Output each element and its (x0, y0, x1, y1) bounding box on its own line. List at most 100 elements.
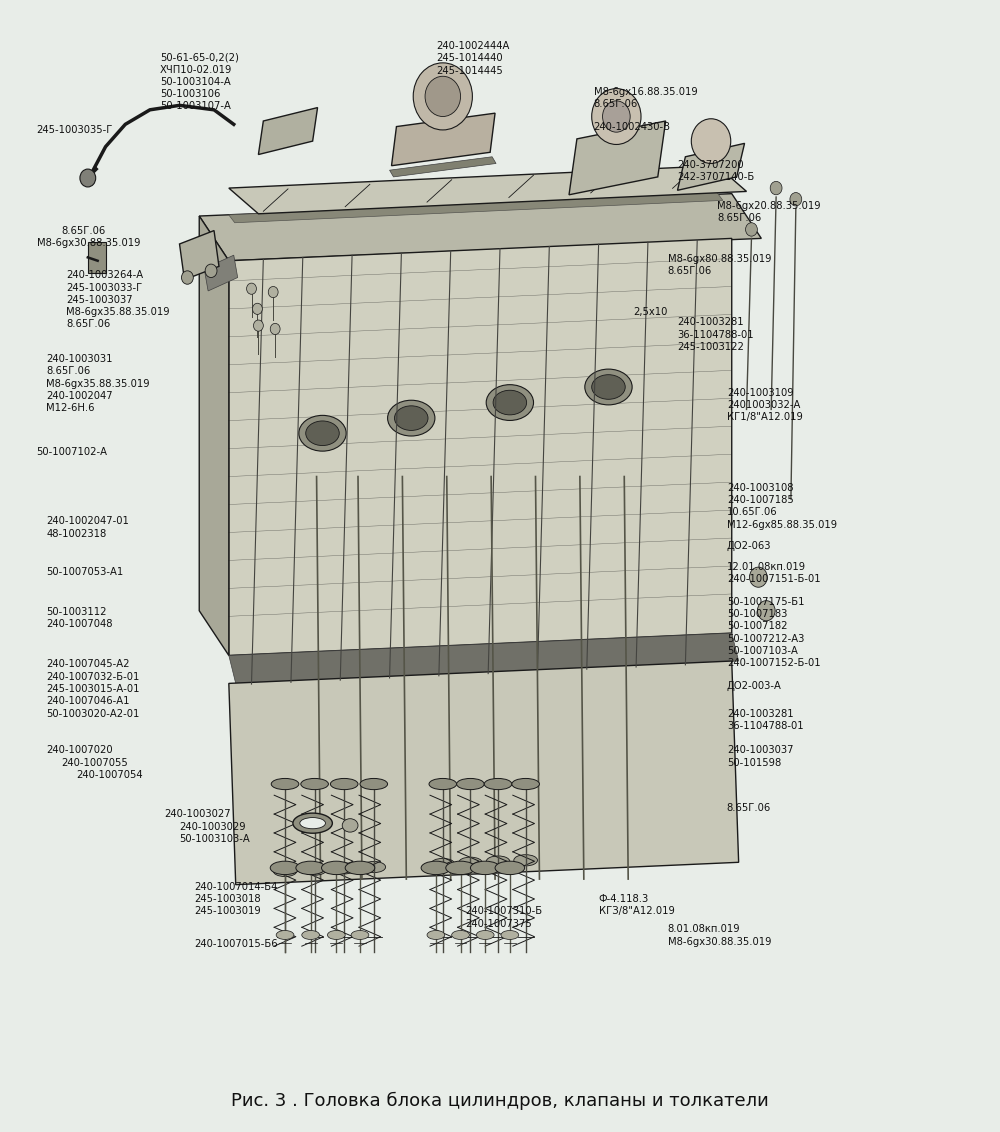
Ellipse shape (427, 931, 445, 940)
Polygon shape (229, 239, 732, 655)
Text: 240-1003031: 240-1003031 (46, 354, 113, 365)
Text: 245-1003015-А-01: 245-1003015-А-01 (46, 684, 140, 694)
Ellipse shape (446, 861, 475, 875)
Ellipse shape (276, 931, 294, 940)
Polygon shape (678, 144, 745, 190)
Text: М8-6gx20.88.35.019: М8-6gx20.88.35.019 (717, 201, 821, 211)
Text: 12.01.08кп.019: 12.01.08кп.019 (727, 563, 806, 572)
Text: 50-1003104-А: 50-1003104-А (160, 77, 231, 87)
Bar (88, 242, 106, 273)
Circle shape (181, 271, 193, 284)
Text: 240-1002430-В: 240-1002430-В (594, 121, 671, 131)
Text: 10.65Г.06: 10.65Г.06 (727, 507, 777, 517)
Ellipse shape (300, 817, 325, 829)
Circle shape (80, 169, 96, 187)
Ellipse shape (431, 858, 455, 869)
Text: 50-1007175-Б1: 50-1007175-Б1 (727, 597, 804, 607)
Text: 36-1104788-01: 36-1104788-01 (727, 721, 803, 731)
Text: 50-1007053-А1: 50-1007053-А1 (46, 567, 124, 576)
Ellipse shape (327, 931, 345, 940)
Ellipse shape (495, 861, 525, 875)
Ellipse shape (271, 779, 299, 790)
Circle shape (413, 63, 472, 130)
Text: 50-1007102-А: 50-1007102-А (37, 447, 108, 457)
Ellipse shape (332, 863, 356, 874)
Text: 50-1003112: 50-1003112 (46, 607, 107, 617)
Ellipse shape (302, 931, 320, 940)
Text: 240-1007032-Б-01: 240-1007032-Б-01 (46, 671, 140, 681)
Text: 240-1007020: 240-1007020 (46, 746, 113, 755)
Polygon shape (392, 113, 495, 165)
Polygon shape (258, 108, 318, 155)
Text: 8.65Г.06: 8.65Г.06 (727, 803, 771, 813)
Ellipse shape (394, 406, 428, 430)
Polygon shape (204, 255, 238, 291)
Ellipse shape (330, 779, 358, 790)
Circle shape (691, 119, 731, 163)
Ellipse shape (592, 375, 625, 400)
Polygon shape (229, 633, 739, 684)
Ellipse shape (470, 861, 500, 875)
Text: 8.65Г.06: 8.65Г.06 (668, 266, 712, 276)
Text: 240-1007152-Б-01: 240-1007152-Б-01 (727, 659, 820, 668)
Text: 240-1007185: 240-1007185 (727, 495, 794, 505)
Text: 48-1002318: 48-1002318 (46, 529, 107, 539)
Ellipse shape (512, 779, 539, 790)
Text: 50-61-65-0,2(2): 50-61-65-0,2(2) (160, 52, 239, 62)
Circle shape (205, 264, 217, 277)
Text: 245-1003019: 245-1003019 (194, 907, 261, 917)
Polygon shape (199, 216, 229, 655)
Ellipse shape (486, 385, 534, 420)
Text: 240-1003037: 240-1003037 (727, 746, 793, 755)
Text: М8-6gx80.88.35.019: М8-6gx80.88.35.019 (668, 254, 771, 264)
Circle shape (749, 567, 767, 588)
Ellipse shape (273, 865, 297, 876)
Ellipse shape (457, 779, 484, 790)
Circle shape (253, 320, 263, 332)
Text: 50-1003106: 50-1003106 (160, 89, 220, 100)
Text: ДО2-003-А: ДО2-003-А (727, 680, 782, 691)
Text: 240-1002047: 240-1002047 (46, 391, 113, 401)
Ellipse shape (486, 856, 510, 867)
Text: 240-1007014-Б4: 240-1007014-Б4 (194, 882, 278, 892)
Ellipse shape (293, 813, 332, 833)
Ellipse shape (306, 421, 339, 446)
Circle shape (746, 223, 757, 237)
Circle shape (790, 192, 802, 206)
Text: ДО2-063: ДО2-063 (727, 541, 771, 551)
Ellipse shape (493, 391, 527, 414)
Text: М12-6gx85.88.35.019: М12-6gx85.88.35.019 (727, 520, 837, 530)
Ellipse shape (501, 931, 519, 940)
Text: 50-1003107-А: 50-1003107-А (160, 102, 231, 111)
Text: 245-1014440: 245-1014440 (436, 53, 503, 63)
Ellipse shape (476, 931, 494, 940)
Text: 245-1003018: 245-1003018 (194, 894, 261, 904)
Text: 8.65Г.06: 8.65Г.06 (66, 319, 110, 329)
Text: ХЧП10-02.019: ХЧП10-02.019 (160, 65, 232, 75)
Text: 36-1104788-01: 36-1104788-01 (678, 329, 754, 340)
Text: 50-1003020-А2-01: 50-1003020-А2-01 (46, 709, 140, 719)
Circle shape (268, 286, 278, 298)
Circle shape (252, 303, 262, 315)
Text: 240-1007375: 240-1007375 (465, 919, 532, 928)
Circle shape (757, 601, 775, 620)
Text: М8-6gx35.88.35.019: М8-6gx35.88.35.019 (46, 379, 150, 388)
Text: М8-6gx16.88.35.019: М8-6gx16.88.35.019 (594, 87, 697, 97)
Text: 240-1003281: 240-1003281 (678, 317, 744, 327)
Circle shape (270, 324, 280, 335)
Text: М12-6Н.6: М12-6Н.6 (46, 403, 95, 413)
Text: 240-1003108: 240-1003108 (727, 482, 793, 492)
Text: 245-1003037: 245-1003037 (66, 295, 133, 305)
Circle shape (247, 283, 256, 294)
Text: 245-1003033-Г: 245-1003033-Г (66, 283, 142, 292)
Text: 240-1002047-01: 240-1002047-01 (46, 516, 129, 526)
Ellipse shape (388, 401, 435, 436)
Text: М8-6gx30.88.35.019: М8-6gx30.88.35.019 (668, 936, 771, 946)
Text: 2,5x10: 2,5x10 (633, 307, 668, 317)
Text: 240-1007015-Б6: 240-1007015-Б6 (194, 938, 278, 949)
Text: Рис. 3 . Головка блока цилиндров, клапаны и толкатели: Рис. 3 . Головка блока цилиндров, клапан… (231, 1091, 769, 1109)
Text: 50-1007212-А3: 50-1007212-А3 (727, 634, 804, 644)
Text: 240-1007055: 240-1007055 (61, 757, 128, 767)
Ellipse shape (342, 818, 358, 832)
Circle shape (362, 376, 579, 621)
